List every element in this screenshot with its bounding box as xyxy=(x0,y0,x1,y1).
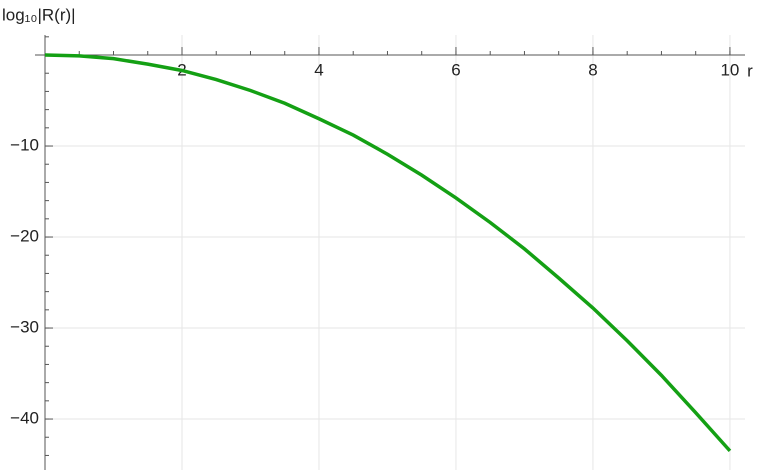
y-axis-label: log₁₀|R(r)| xyxy=(2,5,76,24)
data-line xyxy=(44,53,732,453)
y-tick-label: −10 xyxy=(10,136,39,155)
x-tick-label: 4 xyxy=(314,61,323,80)
x-axis-label: r xyxy=(747,61,753,80)
x-tick-label: 10 xyxy=(720,61,739,80)
x-tick-label: 6 xyxy=(451,61,460,80)
y-tick-label: −30 xyxy=(10,318,39,337)
x-tick-label: 8 xyxy=(588,61,597,80)
y-tick-label: −20 xyxy=(10,227,39,246)
y-tick-label: −40 xyxy=(10,409,39,428)
